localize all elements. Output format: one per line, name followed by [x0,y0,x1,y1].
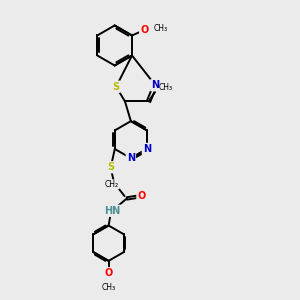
Text: O: O [104,268,113,278]
Text: HN: HN [104,206,120,216]
Text: S: S [112,82,120,92]
Text: O: O [140,25,148,35]
Text: O: O [137,191,146,201]
Text: HN: HN [104,206,120,216]
Text: N: N [143,144,151,154]
Text: N: N [143,144,151,154]
Text: O: O [104,268,113,278]
Text: S: S [108,162,115,172]
Text: N: N [151,80,159,90]
Text: N: N [127,153,135,163]
Text: CH₃: CH₃ [158,83,172,92]
Text: N: N [127,153,135,163]
Text: S: S [112,82,120,92]
Text: O: O [137,191,146,201]
Text: CH₃: CH₃ [102,283,116,292]
Text: CH₂: CH₂ [105,180,119,189]
Text: O: O [140,25,148,35]
Text: CH₃: CH₃ [154,24,168,33]
Text: S: S [108,162,115,172]
Text: N: N [151,80,159,90]
